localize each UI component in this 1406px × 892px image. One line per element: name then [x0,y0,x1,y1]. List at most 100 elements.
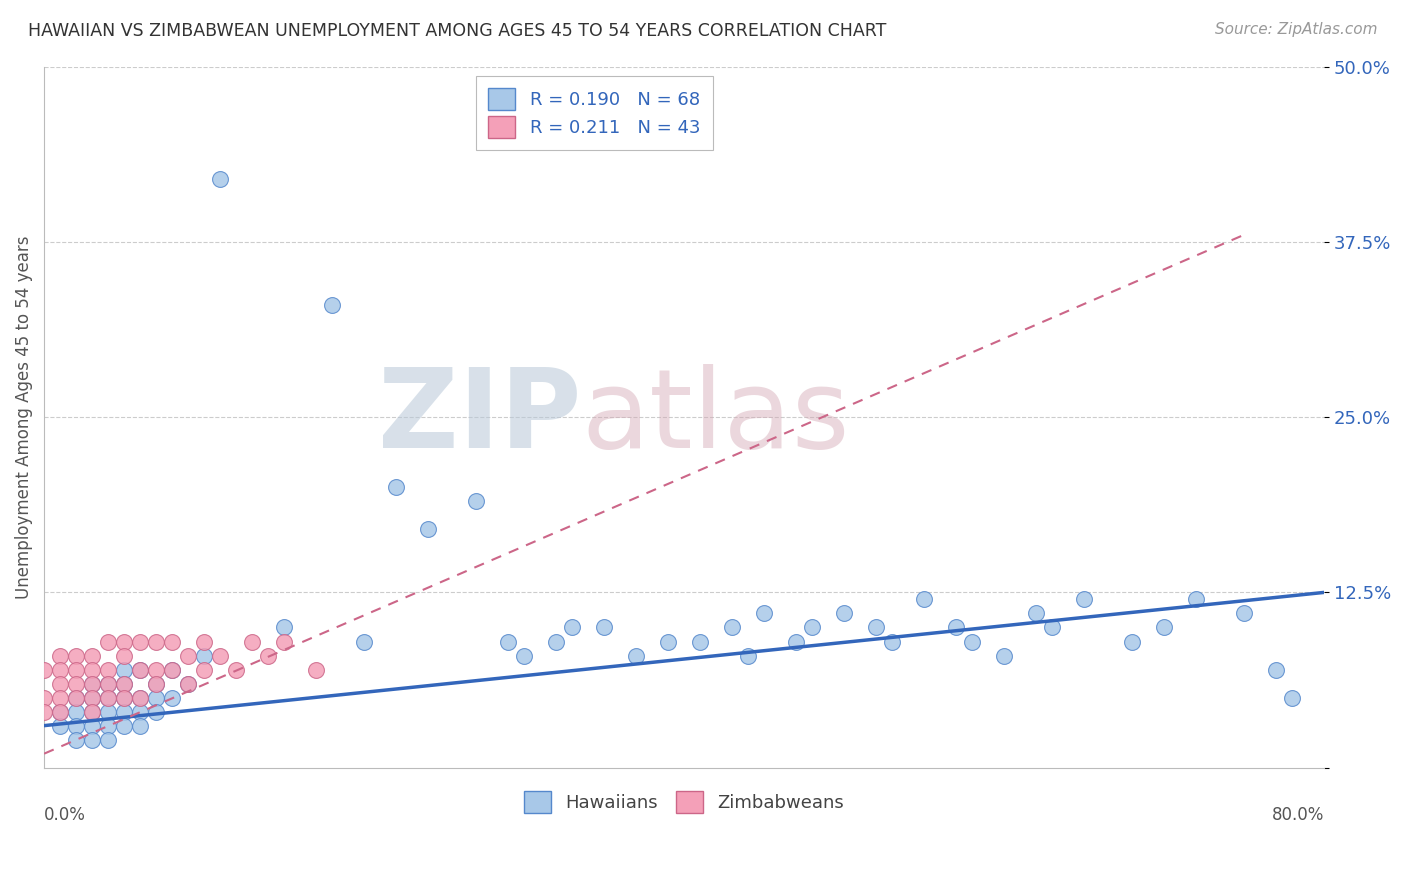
Point [225,663,247,677]
Point [97,690,120,705]
Point [305,663,328,677]
Point [177,676,200,690]
Point [465,494,488,508]
Point [82,648,104,663]
Point [145,705,167,719]
Point [993,648,1015,663]
Point [657,634,679,648]
Point [737,648,759,663]
Point [112,718,135,732]
Y-axis label: Unemployment Among Ages 45 to 54 years: Unemployment Among Ages 45 to 54 years [15,235,32,599]
Point [32,690,55,705]
Point [177,676,200,690]
Point [97,676,120,690]
Point [112,690,135,705]
Point [801,620,824,634]
Point [785,634,807,648]
Point [721,620,744,634]
Point [32,663,55,677]
Point [65,676,87,690]
Point [193,663,215,677]
Point [1025,607,1047,621]
Text: ZIP: ZIP [378,364,582,471]
Point [240,634,263,648]
Point [65,690,87,705]
Point [49,648,72,663]
Point [97,676,120,690]
Point [82,663,104,677]
Point [97,718,120,732]
Point [129,690,152,705]
Point [960,634,983,648]
Point [689,634,711,648]
Point [321,298,343,312]
Point [160,663,183,677]
Point [49,705,72,719]
Point [145,634,167,648]
Point [385,480,408,494]
Point [82,676,104,690]
Point [49,690,72,705]
Point [624,648,647,663]
Point [82,705,104,719]
Text: Source: ZipAtlas.com: Source: ZipAtlas.com [1215,22,1378,37]
Point [209,648,232,663]
Point [593,620,616,634]
Point [49,663,72,677]
Point [129,634,152,648]
Point [129,690,152,705]
Point [193,648,215,663]
Point [273,634,295,648]
Point [112,634,135,648]
Legend: Hawaiians, Zimbabweans: Hawaiians, Zimbabweans [515,781,853,822]
Point [65,663,87,677]
Point [97,732,120,747]
Point [49,718,72,732]
Point [97,690,120,705]
Point [145,676,167,690]
Point [82,676,104,690]
Point [65,705,87,719]
Point [160,690,183,705]
Point [49,705,72,719]
Point [257,648,280,663]
Point [1073,592,1095,607]
Point [544,634,567,648]
Point [160,663,183,677]
Point [145,676,167,690]
Point [353,634,375,648]
Point [65,690,87,705]
Point [49,676,72,690]
Point [177,648,200,663]
Point [112,676,135,690]
Point [1264,663,1286,677]
Point [945,620,967,634]
Text: 0.0%: 0.0% [44,806,86,824]
Text: atlas: atlas [582,364,851,471]
Point [97,634,120,648]
Point [145,690,167,705]
Point [112,648,135,663]
Point [112,690,135,705]
Point [496,634,519,648]
Point [129,663,152,677]
Point [513,648,536,663]
Point [273,620,295,634]
Point [82,718,104,732]
Point [880,634,903,648]
Point [209,171,232,186]
Point [32,705,55,719]
Point [112,676,135,690]
Text: 80.0%: 80.0% [1271,806,1324,824]
Point [112,705,135,719]
Point [160,634,183,648]
Point [752,607,775,621]
Point [65,648,87,663]
Point [97,705,120,719]
Point [912,592,935,607]
Point [1281,690,1303,705]
Point [82,690,104,705]
Point [82,705,104,719]
Point [112,663,135,677]
Point [1121,634,1143,648]
